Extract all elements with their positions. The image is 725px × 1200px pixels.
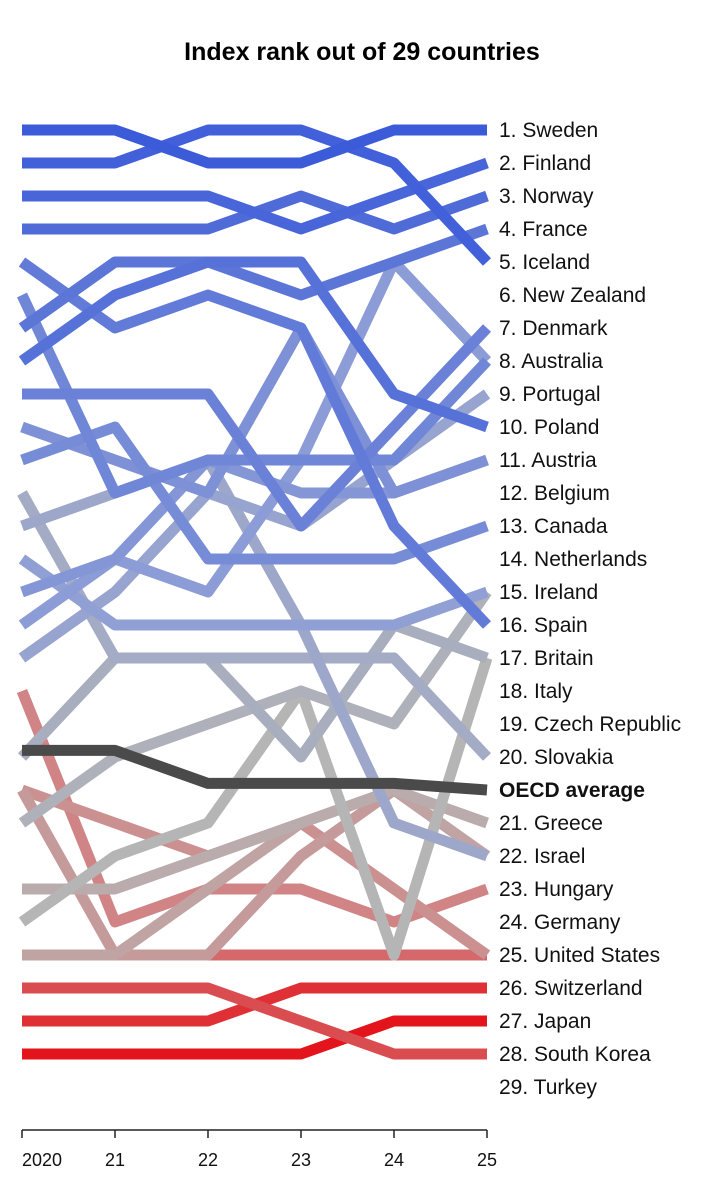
line-iceland [18,256,489,433]
label-norway: 3. Norway [499,185,594,208]
label-germany: 24. Germany [499,911,621,934]
label-czech-republic: 19. Czech Republic [499,713,681,736]
line-oecd-average [22,744,488,796]
label-finland: 2. Finland [499,152,591,175]
label-slovakia: 20. Slovakia [499,746,614,769]
line-japan [22,982,487,1060]
label-greece: 21. Greece [499,812,603,835]
label-netherlands: 14. Netherlands [499,548,647,571]
label-france: 4. France [499,218,588,241]
x-tick-label-2020: 2020 [22,1150,62,1170]
label-oecd-average: OECD average [499,779,645,802]
label-sweden: 1. Sweden [499,119,598,142]
label-south-korea: 28. South Korea [499,1043,651,1066]
label-britain: 17. Britain [499,647,594,670]
x-tick-label-22: 22 [198,1150,218,1170]
line-britain [17,490,492,761]
rank-labels: 1. Sweden 2. Finland 3. Norway 4. France 5. … [499,119,681,1099]
label-hungary: 23. Hungary [499,878,614,901]
label-italy: 18. Italy [499,680,573,703]
line-italy [17,619,489,763]
chart-title: Index rank out of 29 countries [184,38,540,66]
x-tick-label-21: 21 [105,1150,125,1170]
label-poland: 10. Poland [499,416,599,439]
line-australia [22,324,492,532]
label-canada: 13. Canada [499,515,608,538]
label-switzerland: 26. Switzerland [499,977,643,1000]
line-sweden [22,124,487,169]
label-united-states: 25. United States [499,944,660,967]
label-turkey: 29. Turkey [499,1076,598,1099]
x-tick-label-25: 25 [477,1150,497,1170]
label-iceland: 5. Iceland [499,251,590,274]
x-axis-ticks: 2020 21 22 23 24 25 [21,1130,497,1170]
label-new-zealand: 6. New Zealand [499,284,646,307]
line-finland [22,124,492,266]
line-netherlands [18,554,489,631]
line-greece [22,784,489,895]
label-australia: 8. Australia [499,350,603,373]
line-spain [20,454,489,862]
x-tick-label-23: 23 [291,1150,311,1170]
label-portugal: 9. Portugal [499,383,601,406]
label-japan: 27. Japan [499,1010,591,1033]
label-belgium: 12. Belgium [499,482,610,505]
line-denmark [18,257,492,629]
line-norway [22,157,489,235]
line-new-zealand [18,223,489,333]
label-spain: 16. Spain [499,614,588,637]
line-poland [20,421,489,565]
label-austria: 11. Austria [499,449,597,472]
label-israel: 22. Israel [499,845,585,868]
label-denmark: 7. Denmark [499,317,608,340]
line-slovakia [18,656,493,961]
x-tick-label-24: 24 [384,1150,404,1170]
label-ireland: 15. Ireland [499,581,598,604]
series-lines [16,124,493,1060]
line-turkey [22,1015,487,1060]
